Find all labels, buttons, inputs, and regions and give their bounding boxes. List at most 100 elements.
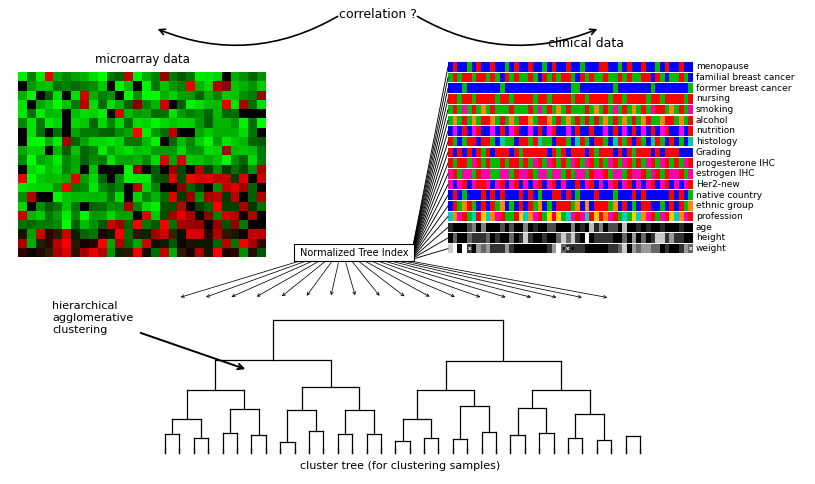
Bar bbox=[566, 116, 570, 125]
Bar bbox=[169, 248, 178, 257]
Bar bbox=[45, 118, 54, 127]
Bar bbox=[45, 127, 54, 137]
Bar bbox=[603, 180, 608, 189]
Bar bbox=[641, 190, 645, 200]
Bar bbox=[580, 158, 584, 168]
Bar bbox=[665, 148, 669, 157]
Bar bbox=[204, 91, 213, 100]
Bar bbox=[608, 137, 613, 146]
Bar bbox=[222, 239, 231, 248]
Bar bbox=[613, 244, 618, 254]
Bar bbox=[547, 169, 552, 179]
Bar bbox=[523, 233, 528, 242]
Bar bbox=[204, 183, 213, 192]
Bar bbox=[613, 201, 618, 211]
Bar bbox=[584, 116, 589, 125]
Bar bbox=[514, 180, 518, 189]
Bar bbox=[608, 116, 613, 125]
Bar bbox=[45, 183, 54, 192]
Bar bbox=[133, 137, 142, 146]
Bar bbox=[679, 126, 684, 136]
Bar bbox=[151, 248, 160, 257]
Bar bbox=[195, 165, 204, 174]
Bar bbox=[178, 192, 187, 201]
Bar bbox=[561, 201, 566, 211]
Bar bbox=[142, 91, 151, 100]
Bar bbox=[467, 201, 472, 211]
Bar bbox=[575, 223, 580, 232]
Bar bbox=[561, 169, 566, 179]
Bar bbox=[509, 148, 514, 157]
Bar bbox=[589, 148, 594, 157]
Bar bbox=[570, 105, 575, 114]
Bar bbox=[679, 73, 684, 82]
Bar bbox=[641, 137, 645, 146]
Bar bbox=[457, 158, 462, 168]
Bar bbox=[561, 244, 566, 254]
Bar bbox=[133, 239, 142, 248]
Bar bbox=[599, 148, 603, 157]
Bar bbox=[523, 73, 528, 82]
Text: familial breast cancer: familial breast cancer bbox=[696, 73, 795, 82]
Bar bbox=[557, 148, 561, 157]
Bar bbox=[80, 118, 89, 127]
Bar bbox=[187, 211, 195, 220]
Bar bbox=[142, 201, 151, 211]
Bar bbox=[632, 223, 637, 232]
Bar bbox=[689, 158, 693, 168]
Bar bbox=[627, 190, 632, 200]
Bar bbox=[133, 165, 142, 174]
Bar bbox=[623, 73, 627, 82]
Bar bbox=[448, 83, 452, 93]
Bar bbox=[514, 62, 518, 72]
Bar bbox=[195, 146, 204, 155]
Bar bbox=[632, 94, 637, 104]
Bar bbox=[89, 220, 98, 229]
Bar bbox=[142, 109, 151, 118]
Bar bbox=[71, 174, 80, 183]
Bar bbox=[632, 212, 637, 221]
Bar bbox=[584, 169, 589, 179]
Bar bbox=[98, 192, 107, 201]
Bar bbox=[589, 212, 594, 221]
Bar bbox=[509, 223, 514, 232]
Bar bbox=[18, 72, 27, 81]
Bar bbox=[632, 83, 637, 93]
Bar bbox=[124, 165, 133, 174]
Bar bbox=[187, 239, 195, 248]
Bar bbox=[500, 73, 504, 82]
Bar bbox=[542, 62, 547, 72]
Bar bbox=[608, 223, 613, 232]
Bar bbox=[570, 158, 575, 168]
Bar bbox=[187, 146, 195, 155]
Bar bbox=[557, 105, 561, 114]
Bar bbox=[641, 62, 645, 72]
Bar bbox=[142, 248, 151, 257]
Bar bbox=[204, 155, 213, 165]
Bar bbox=[608, 94, 613, 104]
Bar bbox=[462, 244, 467, 254]
Bar bbox=[448, 105, 452, 114]
Bar bbox=[627, 180, 632, 189]
Bar bbox=[178, 183, 187, 192]
Bar bbox=[608, 201, 613, 211]
Bar bbox=[674, 148, 679, 157]
Bar bbox=[570, 62, 575, 72]
Bar bbox=[36, 220, 45, 229]
Bar bbox=[486, 94, 491, 104]
Bar bbox=[457, 180, 462, 189]
Bar bbox=[500, 137, 504, 146]
Bar bbox=[462, 233, 467, 242]
Bar bbox=[623, 137, 627, 146]
Bar bbox=[187, 109, 195, 118]
Text: Grading: Grading bbox=[696, 148, 732, 157]
Bar bbox=[561, 223, 566, 232]
Bar bbox=[538, 105, 542, 114]
Bar bbox=[45, 146, 54, 155]
Bar bbox=[467, 233, 472, 242]
Bar bbox=[542, 244, 547, 254]
Bar bbox=[249, 109, 258, 118]
Bar bbox=[557, 116, 561, 125]
Bar bbox=[566, 223, 570, 232]
Bar bbox=[45, 174, 54, 183]
